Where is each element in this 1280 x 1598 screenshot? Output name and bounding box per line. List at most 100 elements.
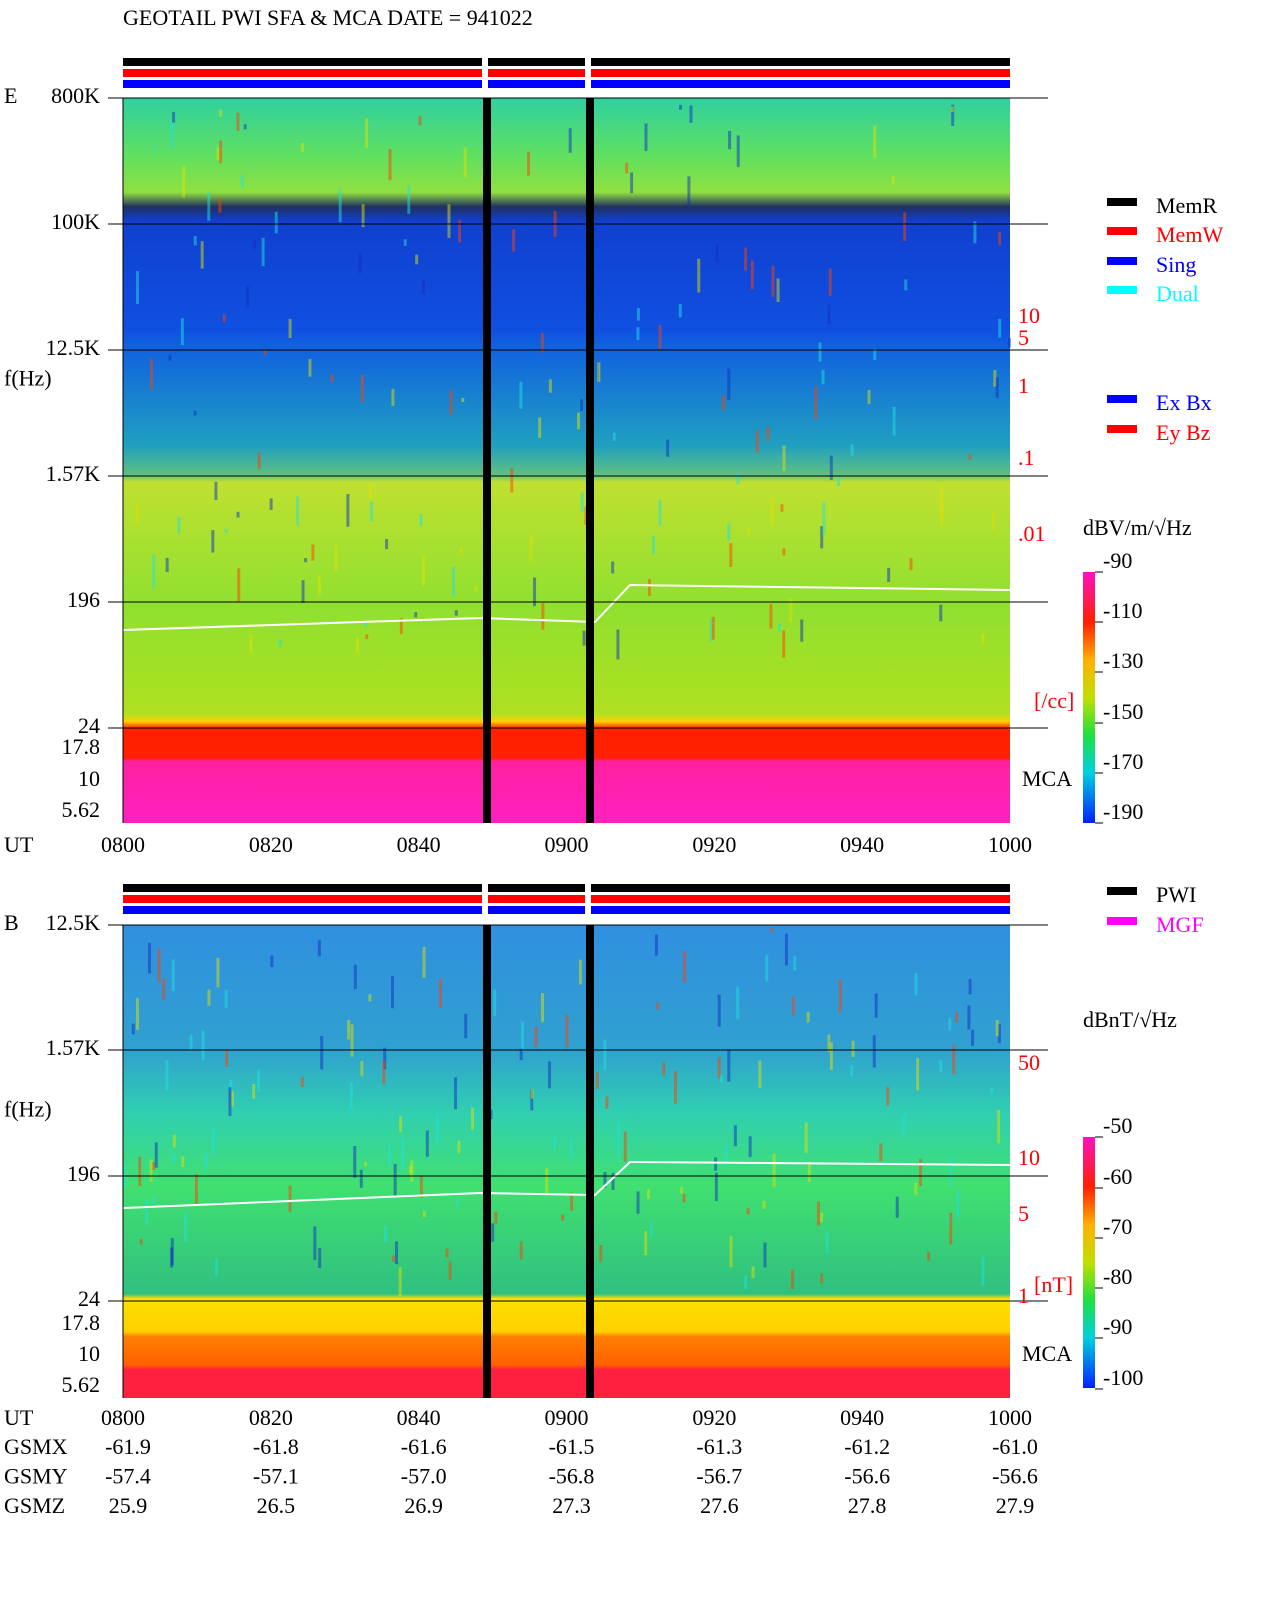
spectral-noise — [335, 546, 338, 571]
spectral-noise — [839, 979, 842, 1012]
spectral-noise — [423, 947, 426, 978]
spectral-noise — [916, 1058, 919, 1090]
spectral-noise — [624, 1131, 627, 1161]
density-label: 1 — [1018, 1283, 1029, 1308]
spectral-noise — [447, 204, 450, 238]
spectral-noise — [194, 236, 197, 246]
spectral-noise — [354, 965, 357, 989]
spectral-noise — [896, 1197, 899, 1218]
spectral-noise — [939, 605, 942, 622]
spectral-noise — [258, 453, 261, 470]
freq-label: 10 — [78, 766, 100, 791]
colorbar — [1083, 572, 1095, 823]
colorbar — [1083, 1137, 1095, 1388]
spectral-noise — [360, 1170, 363, 1188]
spectral-noise — [154, 146, 157, 151]
spectral-noise — [808, 1162, 811, 1182]
spectral-noise — [955, 1012, 958, 1022]
spectral-noise — [852, 1041, 855, 1057]
spectral-noise — [616, 630, 619, 660]
spectral-noise — [851, 445, 854, 456]
spectral-noise — [716, 243, 719, 262]
spectral-noise — [662, 1063, 665, 1076]
spectral-noise — [392, 1256, 395, 1262]
spectral-noise — [181, 318, 184, 345]
spectral-noise — [782, 630, 785, 657]
spectral-noise — [225, 990, 228, 1008]
legend-label: Ey Bz — [1156, 420, 1211, 445]
legend-swatch — [1107, 257, 1137, 265]
spectral-noise — [152, 1197, 155, 1204]
spectral-noise — [415, 255, 418, 265]
orbit-value: 27.8 — [848, 1493, 887, 1518]
spectral-noise — [603, 1040, 606, 1071]
spectral-noise — [361, 375, 364, 402]
spectral-noise — [218, 199, 221, 213]
spectral-noise — [868, 390, 871, 404]
orbit-value: 27.9 — [996, 1493, 1035, 1518]
spectral-noise — [279, 639, 282, 647]
spectral-noise — [414, 612, 417, 617]
spectral-noise — [252, 1084, 255, 1099]
spectral-noise — [656, 1002, 659, 1009]
time-label: 0800 — [101, 832, 145, 857]
spectral-noise — [939, 1060, 942, 1072]
spectral-noise — [420, 1176, 423, 1197]
spectral-noise — [647, 1189, 650, 1199]
spectral-noise — [394, 1164, 397, 1197]
spectral-noise — [289, 319, 292, 338]
spectral-noise — [211, 530, 214, 552]
spectral-noise — [320, 1036, 323, 1070]
spectral-noise — [132, 1024, 135, 1035]
spectral-noise — [747, 527, 750, 534]
data-gap — [483, 925, 491, 1398]
spectral-noise — [365, 118, 368, 148]
spectral-noise — [422, 280, 425, 294]
spectrogram — [123, 98, 1010, 823]
time-label: 0940 — [840, 1405, 884, 1430]
colorbar-tick-label: -90 — [1103, 548, 1132, 573]
density-label: 50 — [1018, 1050, 1040, 1075]
spectral-noise — [236, 113, 239, 131]
spectral-noise — [580, 399, 583, 411]
freq-label: 196 — [67, 587, 100, 612]
spectral-noise — [339, 189, 342, 222]
spectral-noise — [460, 547, 463, 554]
spectral-noise — [617, 1123, 620, 1155]
density-label: 5 — [1018, 1201, 1029, 1226]
orbit-name: GSMX — [4, 1434, 68, 1459]
legend-swatch — [1107, 227, 1137, 235]
colorbar-tick-label: -70 — [1103, 1214, 1132, 1239]
spectral-noise — [170, 120, 173, 149]
legend-label: PWI — [1156, 882, 1196, 907]
spectral-noise — [257, 1070, 260, 1092]
spectral-noise — [599, 1245, 602, 1262]
spectral-noise — [519, 382, 522, 409]
spectral-noise — [902, 1115, 905, 1134]
y-axis-label: f(Hz) — [4, 366, 52, 391]
spectral-noise — [792, 997, 795, 1016]
spectral-noise — [172, 112, 175, 123]
spectral-noise — [949, 1213, 952, 1245]
spectral-noise — [136, 998, 139, 1030]
spectral-noise — [729, 1236, 732, 1267]
spectral-noise — [173, 1135, 176, 1148]
time-label: 0920 — [692, 832, 736, 857]
spectral-noise — [749, 1136, 752, 1157]
spectral-noise — [356, 638, 359, 653]
spectral-noise — [992, 511, 995, 530]
spectral-noise — [744, 1275, 747, 1289]
spectral-noise — [903, 212, 906, 240]
spectral-noise — [464, 1014, 467, 1038]
freq-label: 1.57K — [46, 461, 101, 486]
spectral-noise — [145, 1200, 148, 1224]
spectral-noise — [384, 1225, 387, 1243]
page-title: GEOTAIL PWI SFA & MCA DATE = 941022 — [123, 5, 533, 30]
spectral-noise — [637, 308, 640, 320]
spectral-noise — [747, 1208, 750, 1214]
orbit-value: -61.0 — [992, 1434, 1038, 1459]
freq-label: 12.5K — [46, 910, 101, 935]
spectral-noise — [301, 143, 304, 152]
legend-swatch — [1107, 286, 1137, 294]
freq-label: 800K — [51, 83, 100, 108]
